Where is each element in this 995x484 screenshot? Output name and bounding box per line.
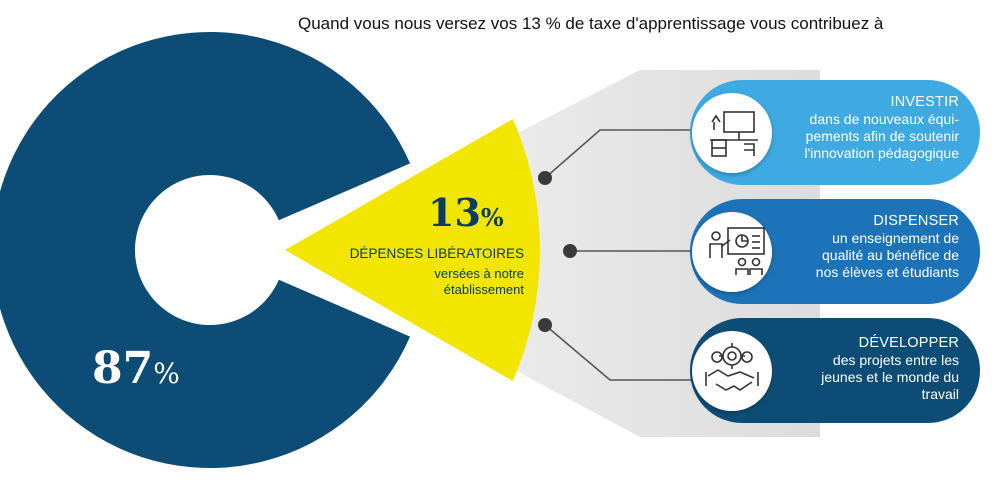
slice-sublabel: versées à notre établissement [380, 266, 524, 298]
connector-line-3 [544, 324, 700, 381]
connector-line-1 [544, 129, 700, 179]
connector-dot-3 [538, 318, 552, 332]
item-heading: INVESTIR [890, 94, 959, 110]
slice-sublabel-line-1: versées à notre [434, 266, 524, 281]
page-title: Quand vous nous versez vos 13 % de taxe … [298, 14, 884, 33]
main-percentage-suffix: % [153, 357, 180, 390]
item-line: pements afin de soutenir [805, 128, 959, 144]
item-line: jeunes et le monde du [821, 369, 959, 385]
main-percentage: 87% [92, 343, 180, 394]
desk-workstation-icon [692, 93, 772, 173]
slice-label: DÉPENSES LIBÉRATOIRES [349, 246, 524, 261]
item-line: l'innovation pédagogique [804, 145, 959, 161]
item-line: des projets entre les [832, 352, 959, 368]
donut-slice-main [0, 32, 411, 468]
slice-percentage-value: 13 [428, 190, 481, 235]
item-line: travail [921, 386, 959, 402]
connector-dot-1 [538, 171, 552, 185]
item-heading: DÉVELOPPER [858, 335, 959, 351]
item-line: dans de nouveaux équi- [809, 111, 959, 127]
item-line: un enseignement de [832, 230, 959, 246]
item-heading: DISPENSER [873, 213, 959, 229]
donut-slice-minor [285, 118, 540, 382]
teacher-presentation-icon [692, 212, 772, 292]
slice-percentage: 13% [428, 190, 504, 235]
slice-sublabel-line-2: établissement [443, 282, 524, 297]
item-text-developper: DÉVELOPPER des projets entre les jeunes … [769, 335, 959, 403]
item-line: nos élèves et étudiants [815, 264, 959, 280]
item-line: qualité au bénéfice de [822, 247, 959, 263]
fan-backdrop [290, 70, 820, 437]
main-percentage-value: 87 [92, 343, 154, 394]
connectors [538, 129, 700, 381]
slice-percentage-suffix: % [480, 203, 504, 232]
item-text-dispenser: DISPENSER un enseignement de qualité au … [769, 213, 959, 281]
item-text-investir: INVESTIR dans de nouveaux équi- pements … [769, 94, 959, 162]
connector-dot-2 [563, 244, 577, 258]
handshake-gears-icon [692, 331, 772, 411]
